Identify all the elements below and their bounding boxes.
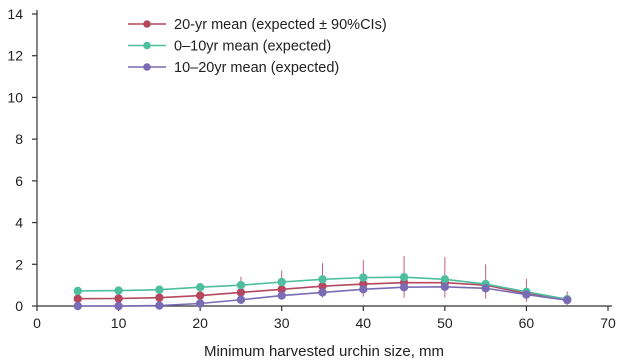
series-point xyxy=(399,283,409,292)
x-axis-title: Minimum harvested urchin size, mm xyxy=(204,343,444,360)
series-point xyxy=(236,295,246,304)
x-tick-label: 60 xyxy=(519,315,535,331)
series-point xyxy=(155,293,164,302)
legend-marker xyxy=(143,20,151,28)
y-tick-label: 10 xyxy=(7,89,23,105)
series-point xyxy=(155,301,164,310)
legend-label: 0–10yr mean (expected) xyxy=(174,39,331,55)
legend: 20-yr mean (expected ± 90%CIs) 0–10yr mea… xyxy=(128,17,387,76)
series-point xyxy=(277,277,286,287)
y-tick-label: 14 xyxy=(7,6,23,22)
x-tick-label: 70 xyxy=(600,315,616,331)
x-tick-label: 10 xyxy=(111,315,127,331)
series-point xyxy=(195,291,205,300)
x-tick-label: 40 xyxy=(355,315,371,331)
series-point xyxy=(359,273,368,282)
series-point xyxy=(277,291,286,300)
y-tick-label: 2 xyxy=(15,256,23,272)
series-point xyxy=(155,285,164,294)
x-tick-label: 0 xyxy=(33,315,41,331)
series-point xyxy=(522,290,531,299)
legend-marker xyxy=(143,63,151,71)
series-point xyxy=(73,286,82,296)
series-point xyxy=(114,301,123,311)
series-point xyxy=(236,280,246,290)
y-tick-label: 8 xyxy=(15,131,23,147)
axes: 0 2 4 6 8 10 12 14 0 10 20 30 40 50 60 70 xyxy=(7,6,616,331)
series-point xyxy=(73,301,82,311)
legend-marker xyxy=(143,41,151,50)
series-point xyxy=(563,295,572,305)
legend-label: 20-yr mean (expected ± 90%CIs) xyxy=(174,17,387,33)
series-point xyxy=(114,286,123,295)
x-tick-label: 20 xyxy=(192,315,208,331)
series-point xyxy=(73,294,82,303)
series-point xyxy=(399,273,409,282)
x-tick-label: 30 xyxy=(274,315,290,331)
series-point xyxy=(318,288,327,297)
legend-label: 10–20yr mean (expected) xyxy=(174,60,339,76)
y-tick-label: 6 xyxy=(15,173,23,189)
x-tick-label: 50 xyxy=(437,315,453,331)
series-point xyxy=(114,294,123,303)
series-point xyxy=(440,275,450,284)
series-lines xyxy=(73,273,572,311)
series-point xyxy=(440,282,450,292)
y-tick-label: 4 xyxy=(15,215,23,231)
series-point xyxy=(195,299,205,308)
series-point xyxy=(481,284,490,293)
series-point xyxy=(318,275,327,284)
series-point xyxy=(195,283,205,292)
series-point xyxy=(236,288,246,297)
y-tick-label: 0 xyxy=(15,298,23,314)
series-point xyxy=(359,285,368,294)
y-tick-label: 12 xyxy=(7,48,23,64)
